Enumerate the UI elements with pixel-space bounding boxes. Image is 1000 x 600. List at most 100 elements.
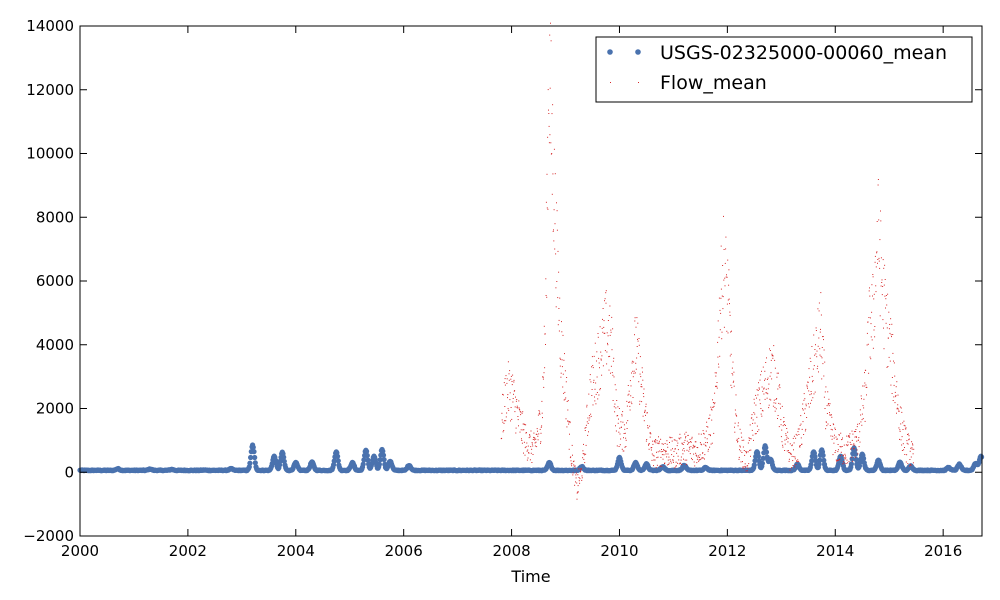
flow-point bbox=[790, 453, 792, 455]
flow-point bbox=[658, 443, 660, 445]
flow-point bbox=[709, 414, 711, 416]
y-tick-label: 10000 bbox=[26, 145, 74, 163]
flow-point bbox=[794, 458, 796, 460]
legend-marker-usgs bbox=[607, 49, 613, 55]
flow-point bbox=[797, 459, 799, 461]
flow-point bbox=[848, 435, 850, 437]
flow-point bbox=[872, 347, 874, 349]
flow-point bbox=[837, 460, 838, 462]
flow-point bbox=[836, 438, 838, 440]
flow-point bbox=[666, 456, 668, 458]
flow-point bbox=[812, 380, 814, 382]
flow-point bbox=[895, 396, 897, 398]
flow-point bbox=[849, 436, 851, 438]
flow-point bbox=[698, 459, 700, 461]
flow-point bbox=[855, 429, 857, 430]
flow-point bbox=[563, 399, 565, 401]
flow-point bbox=[600, 359, 602, 361]
flow-point bbox=[897, 408, 899, 410]
flow-point bbox=[561, 359, 563, 361]
flow-point bbox=[731, 330, 732, 332]
flow-point bbox=[592, 365, 594, 367]
flow-point bbox=[704, 454, 706, 456]
flow-point bbox=[694, 441, 696, 443]
flow-point bbox=[783, 421, 785, 422]
flow-point bbox=[810, 361, 812, 362]
flow-point bbox=[657, 456, 659, 458]
flow-point bbox=[778, 402, 780, 404]
flow-point bbox=[612, 328, 614, 330]
flow-point bbox=[525, 424, 527, 426]
flow-point bbox=[777, 372, 779, 374]
flow-point bbox=[639, 403, 641, 405]
flow-point bbox=[791, 467, 792, 469]
flow-point bbox=[769, 375, 771, 377]
flow-point bbox=[836, 439, 838, 440]
flow-point bbox=[866, 344, 868, 346]
flow-point bbox=[683, 448, 685, 449]
flow-point bbox=[685, 436, 687, 438]
flow-point bbox=[750, 455, 751, 457]
flow-point bbox=[618, 408, 620, 409]
flow-point bbox=[544, 367, 546, 369]
flow-point bbox=[792, 460, 794, 462]
flow-point bbox=[613, 357, 615, 359]
flow-point bbox=[837, 444, 839, 445]
flow-point bbox=[761, 409, 763, 411]
flow-point bbox=[676, 445, 678, 447]
flow-point bbox=[716, 387, 718, 389]
flow-point bbox=[708, 418, 710, 420]
flow-point bbox=[762, 390, 764, 392]
x-tick-label: 2000 bbox=[61, 542, 99, 560]
flow-point bbox=[536, 433, 538, 435]
flow-point bbox=[746, 451, 748, 453]
flow-point bbox=[656, 464, 658, 466]
flow-point bbox=[874, 255, 876, 257]
flow-point bbox=[655, 467, 657, 469]
flow-point bbox=[840, 432, 842, 434]
flow-point bbox=[591, 389, 593, 390]
flow-point bbox=[704, 437, 706, 439]
flow-point bbox=[761, 386, 763, 388]
flow-point bbox=[699, 459, 701, 461]
flow-point bbox=[639, 400, 641, 402]
flow-point bbox=[849, 433, 851, 435]
flow-point bbox=[533, 437, 535, 439]
flow-point bbox=[796, 434, 798, 436]
flow-point bbox=[884, 279, 886, 280]
flow-point bbox=[621, 415, 623, 417]
flow-point bbox=[845, 457, 847, 459]
flow-point bbox=[641, 367, 643, 369]
flow-point bbox=[775, 399, 777, 400]
flow-point bbox=[883, 284, 885, 286]
flow-point bbox=[872, 274, 874, 275]
flow-point bbox=[751, 429, 753, 431]
flow-point bbox=[826, 421, 827, 423]
flow-point bbox=[666, 440, 668, 442]
flow-point bbox=[641, 401, 643, 403]
flow-point bbox=[701, 457, 703, 459]
flow-point bbox=[848, 460, 850, 462]
flow-point bbox=[674, 439, 676, 441]
flow-point bbox=[710, 443, 712, 445]
flow-point bbox=[907, 463, 909, 465]
flow-point bbox=[752, 419, 754, 421]
flow-point bbox=[654, 440, 656, 442]
flow-point bbox=[883, 267, 885, 269]
flow-point bbox=[586, 404, 588, 406]
flow-point bbox=[612, 374, 614, 376]
flow-point bbox=[897, 394, 899, 396]
flow-point bbox=[802, 409, 804, 411]
flow-point bbox=[771, 378, 773, 380]
flow-point bbox=[693, 453, 695, 455]
flow-point bbox=[626, 428, 628, 429]
flow-point bbox=[686, 449, 688, 451]
flow-point bbox=[570, 463, 572, 465]
flow-point bbox=[530, 446, 532, 448]
flow-point bbox=[502, 421, 504, 423]
flow-point bbox=[556, 210, 558, 212]
flow-point bbox=[677, 455, 679, 457]
flow-point bbox=[508, 409, 510, 411]
flow-point bbox=[888, 328, 890, 330]
flow-point bbox=[621, 448, 623, 450]
